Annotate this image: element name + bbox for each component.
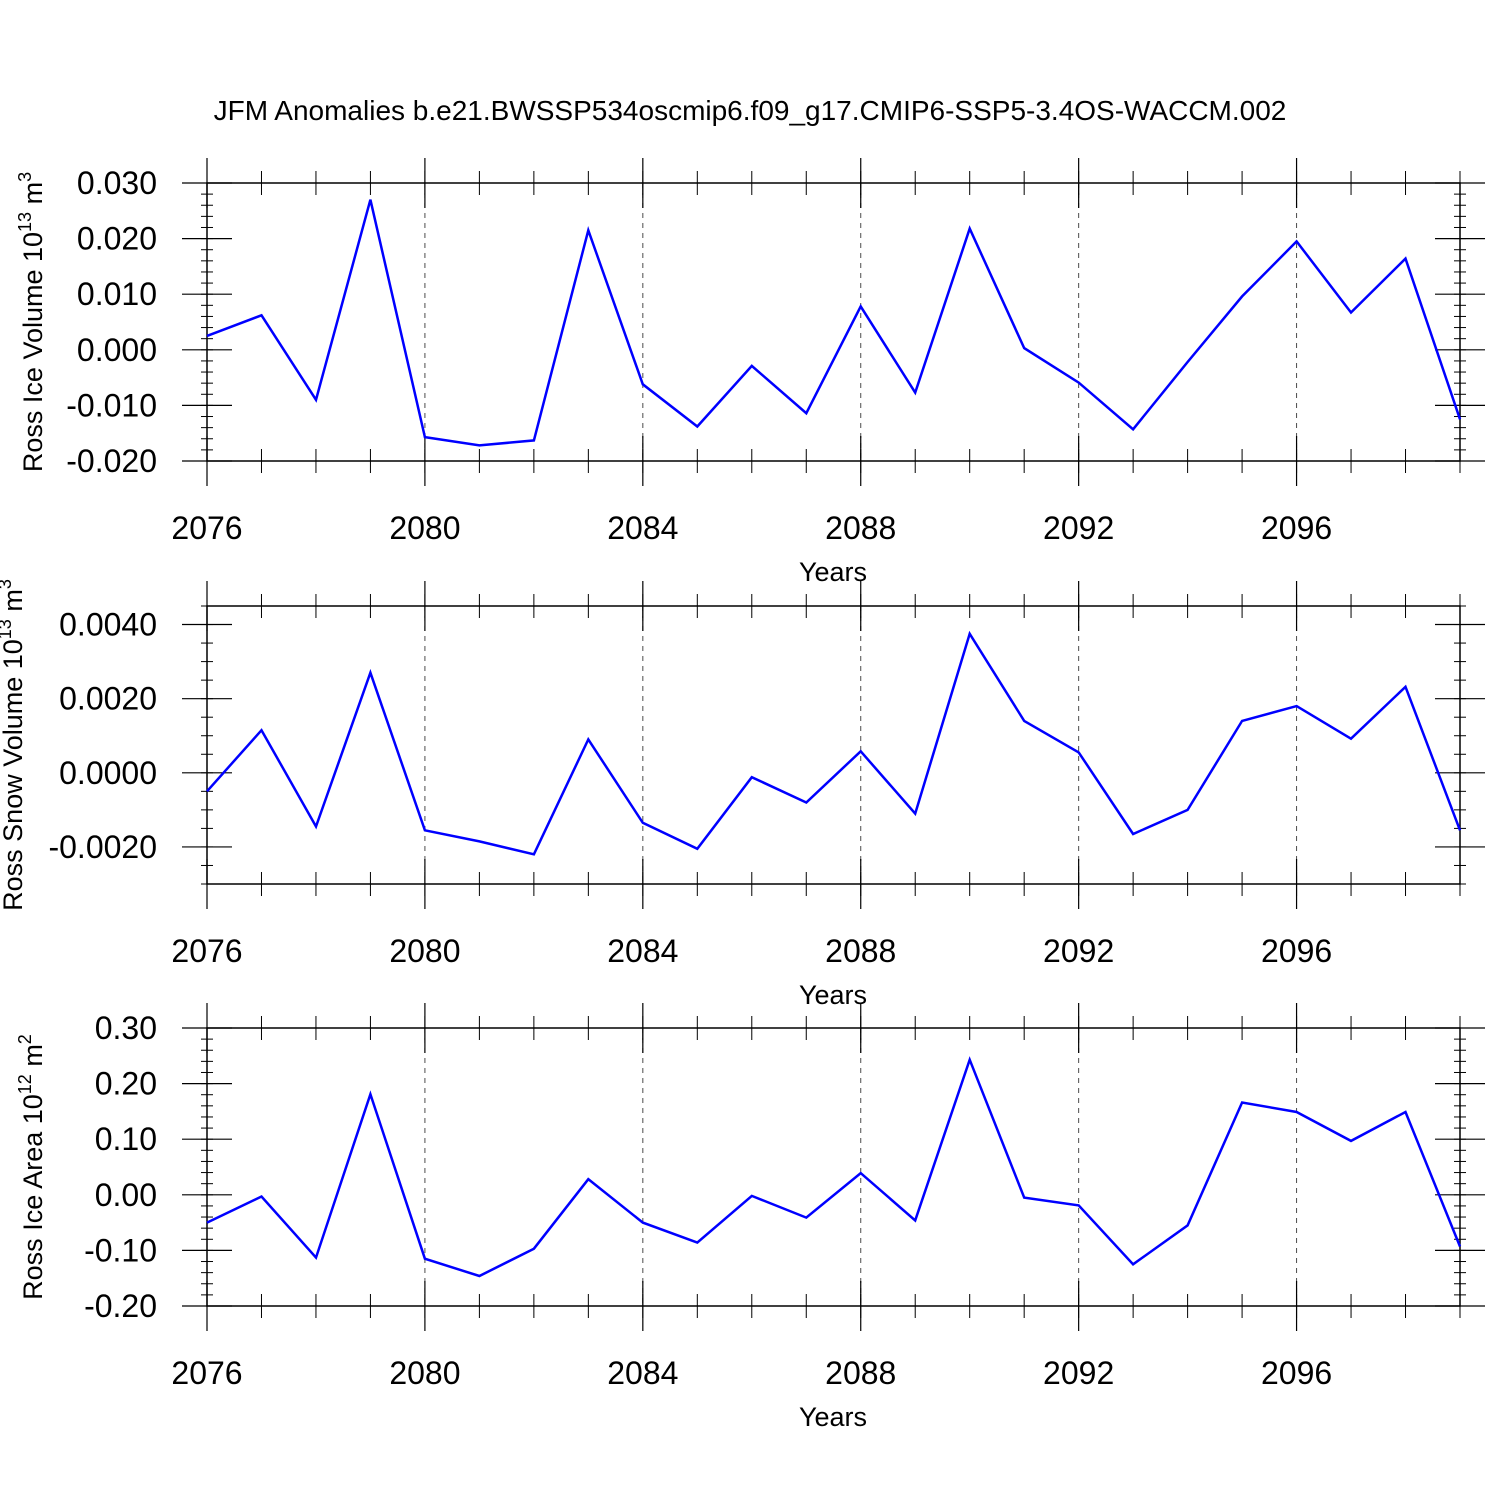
chart-panel-3: -0.20 -0.10 0.00 0.10 0.20 0.30 2076 2080 2084 20… xyxy=(15,1003,1485,1432)
y-tick-label: 0.0000 xyxy=(59,755,157,791)
panels: -0.020 -0.010 0.000 0.010 0.020 0.030 2076 2080… xyxy=(0,158,1485,1432)
x-tick-label: 2092 xyxy=(1043,1355,1114,1391)
y-tick-label: -0.020 xyxy=(66,443,157,479)
y-tick-label: 0.00 xyxy=(95,1177,157,1213)
x-axis-label: Years xyxy=(799,980,867,1010)
chart-panel-1: -0.020 -0.010 0.000 0.010 0.020 0.030 2076 2080… xyxy=(15,158,1485,587)
x-axis-label: Years xyxy=(799,1402,867,1432)
y-tick-label: 0.010 xyxy=(77,276,157,312)
y-axis-label: Ross Ice Area 1012 m2 xyxy=(15,1034,48,1300)
y-tick-label: 0.0040 xyxy=(59,607,157,643)
figure-title: JFM Anomalies b.e21.BWSSP534oscmip6.f09_… xyxy=(214,95,1287,126)
y-tick-label: -0.0020 xyxy=(48,829,157,865)
y-tick-label: -0.010 xyxy=(66,387,157,423)
plot-frame xyxy=(206,1027,1461,1307)
x-tick-label: 2084 xyxy=(607,933,678,969)
x-tick-label: 2088 xyxy=(825,510,896,546)
y-tick-label: 0.030 xyxy=(77,165,157,201)
x-tick-label: 2096 xyxy=(1261,510,1332,546)
y-tick-label: 0.020 xyxy=(77,221,157,257)
x-tick-label: 2080 xyxy=(389,510,460,546)
x-tick-label: 2088 xyxy=(825,933,896,969)
x-tick-label: 2080 xyxy=(389,1355,460,1391)
series-line-ross-snow-volume xyxy=(206,630,1462,856)
x-tick-label: 2076 xyxy=(171,510,242,546)
y-tick-label: 0.000 xyxy=(77,332,157,368)
y-tick-label: 0.30 xyxy=(95,1010,157,1046)
x-tick-label: 2096 xyxy=(1261,1355,1332,1391)
y-tick-label: 0.0020 xyxy=(59,681,157,717)
x-axis-label: Years xyxy=(799,557,867,587)
series-line-ross-ice-volume xyxy=(206,199,1462,447)
y-axis-label: Ross Snow Volume 1013 m3 xyxy=(0,579,28,911)
x-tick-label: 2084 xyxy=(607,1355,678,1391)
x-tick-label: 2088 xyxy=(825,1355,896,1391)
y-tick-label: 0.20 xyxy=(95,1066,157,1102)
x-tick-label: 2076 xyxy=(171,1355,242,1391)
y-tick-label: -0.10 xyxy=(84,1232,157,1268)
chart-panel-2: -0.0020 0.0000 0.0020 0.0040 2076 2080 2084 208… xyxy=(0,579,1485,1010)
x-tick-label: 2096 xyxy=(1261,933,1332,969)
y-tick-label: 0.10 xyxy=(95,1121,157,1157)
x-tick-label: 2092 xyxy=(1043,933,1114,969)
plot-frame xyxy=(206,605,1461,885)
plot-frame xyxy=(206,182,1461,462)
y-tick-label: -0.20 xyxy=(84,1288,157,1324)
x-tick-label: 2076 xyxy=(171,933,242,969)
x-tick-label: 2084 xyxy=(607,510,678,546)
x-tick-label: 2080 xyxy=(389,933,460,969)
series-line-ross-ice-area xyxy=(206,1056,1462,1278)
x-tick-label: 2092 xyxy=(1043,510,1114,546)
y-axis-label: Ross Ice Volume 1013 m3 xyxy=(15,172,48,472)
